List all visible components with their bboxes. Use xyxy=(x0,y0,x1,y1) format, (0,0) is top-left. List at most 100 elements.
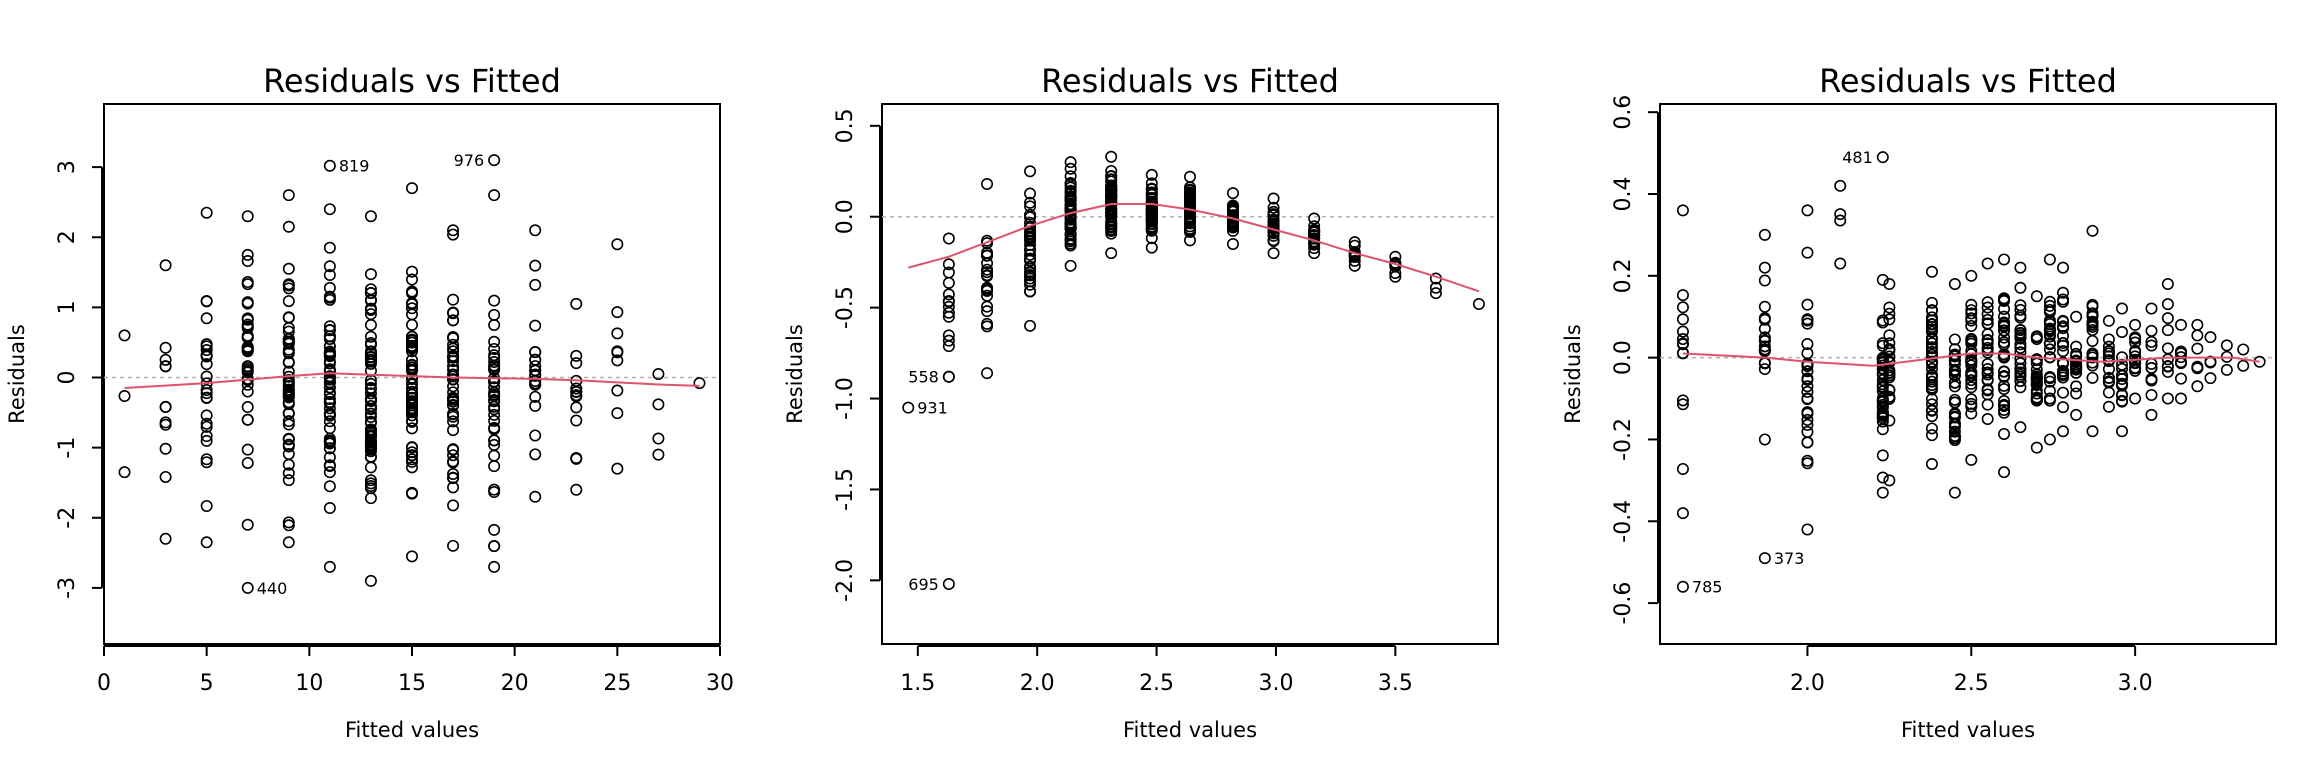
residual-point xyxy=(2102,386,2115,399)
residual-point xyxy=(200,370,213,383)
residual-point xyxy=(2030,375,2043,388)
residual-point xyxy=(1226,209,1239,222)
residual-point xyxy=(1834,179,1847,192)
y-tick-label: 0.0 xyxy=(1611,340,1636,375)
residual-point xyxy=(1758,433,1771,446)
residual-point xyxy=(488,351,501,364)
residual-point xyxy=(1184,216,1197,229)
y-axis-title: Residuals xyxy=(5,324,29,424)
residual-point xyxy=(1758,274,1771,287)
residual-point xyxy=(447,386,460,399)
y-tick-label: 0.5 xyxy=(833,108,858,143)
residual-point xyxy=(323,320,336,333)
residual-point xyxy=(241,278,254,291)
residual-point xyxy=(282,440,295,453)
residual-point xyxy=(1965,269,1978,282)
residual-point xyxy=(282,332,295,345)
residual-point xyxy=(1801,393,1814,406)
residual-point xyxy=(1267,234,1280,247)
residual-point xyxy=(1965,393,1978,406)
residual-point xyxy=(1801,407,1814,420)
residual-point xyxy=(2043,433,2056,446)
residual-point xyxy=(1758,363,1771,376)
residual-point xyxy=(1998,292,2011,305)
residual-point xyxy=(282,337,295,350)
residual-point xyxy=(1876,381,1889,394)
y-tick-label: 0.6 xyxy=(1611,95,1636,130)
residual-point xyxy=(2070,408,2083,421)
residual-point xyxy=(1676,398,1689,411)
residual-point xyxy=(159,442,172,455)
residual-point xyxy=(1801,337,1814,350)
residual-point xyxy=(693,377,706,390)
residual-point xyxy=(364,330,377,343)
residual-point xyxy=(1981,374,1994,387)
residual-point xyxy=(1226,238,1239,251)
residual-point xyxy=(323,402,336,415)
residual-point xyxy=(1676,204,1689,217)
residual-point xyxy=(447,350,460,363)
residual-point xyxy=(2057,261,2070,274)
residual-point xyxy=(529,319,542,332)
residual-point xyxy=(1883,371,1896,384)
residual-point xyxy=(652,367,665,380)
residual-point xyxy=(405,550,418,563)
residual-point xyxy=(447,398,460,411)
residual-point xyxy=(529,360,542,373)
panel-2: Residuals vs Fitted 1.5 2.0 2.5 3.0 3.5 -2.0 -1… xyxy=(783,62,1499,742)
residual-point xyxy=(1064,203,1077,216)
residual-point xyxy=(488,560,501,573)
residual-point xyxy=(405,339,418,352)
residual-point xyxy=(488,486,501,499)
residual-point xyxy=(323,459,336,472)
residual-point xyxy=(2116,389,2129,402)
residual-point xyxy=(364,350,377,363)
residual-point xyxy=(2145,324,2158,337)
residual-point xyxy=(1925,383,1938,396)
residual-point xyxy=(2191,360,2204,373)
y-tick-label: 0.0 xyxy=(833,199,858,234)
y-tick-label: 3 xyxy=(55,160,80,174)
residual-point xyxy=(241,385,254,398)
residual-point xyxy=(488,523,501,536)
residual-point xyxy=(2204,372,2217,385)
outlier-point xyxy=(241,581,254,594)
residual-point xyxy=(2057,320,2070,333)
residual-point xyxy=(364,434,377,447)
residual-point xyxy=(1981,317,1994,330)
residual-point xyxy=(488,294,501,307)
residual-point xyxy=(570,297,583,310)
residual-point xyxy=(529,346,542,359)
residual-point xyxy=(2057,293,2070,306)
residual-point xyxy=(323,502,336,515)
residual-point xyxy=(447,355,460,368)
residual-point xyxy=(1925,398,1938,411)
residual-point xyxy=(364,210,377,223)
residual-point xyxy=(1883,329,1896,342)
residual-point xyxy=(282,474,295,487)
residual-point xyxy=(241,518,254,531)
smooth-trend-line xyxy=(124,372,700,389)
outlier-point xyxy=(942,577,955,590)
residual-point xyxy=(200,206,213,219)
residual-point xyxy=(2057,356,2070,369)
residual-point xyxy=(282,345,295,358)
residual-point xyxy=(1064,181,1077,194)
residual-point xyxy=(1925,410,1938,423)
residual-point xyxy=(447,395,460,408)
residual-point xyxy=(1998,406,2011,419)
residual-point xyxy=(1064,259,1077,272)
residual-point xyxy=(2145,302,2158,315)
residual-point xyxy=(488,483,501,496)
residual-point xyxy=(1024,262,1037,275)
residual-point xyxy=(1308,212,1321,225)
residual-point xyxy=(2070,347,2083,360)
residual-point xyxy=(2145,373,2158,386)
residual-point xyxy=(282,262,295,275)
residual-point xyxy=(200,417,213,430)
residual-point xyxy=(1965,453,1978,466)
residual-point xyxy=(1965,381,1978,394)
residual-point xyxy=(241,443,254,456)
x-axis-title: Fitted values xyxy=(1123,718,1257,742)
residual-point xyxy=(1981,333,1994,346)
